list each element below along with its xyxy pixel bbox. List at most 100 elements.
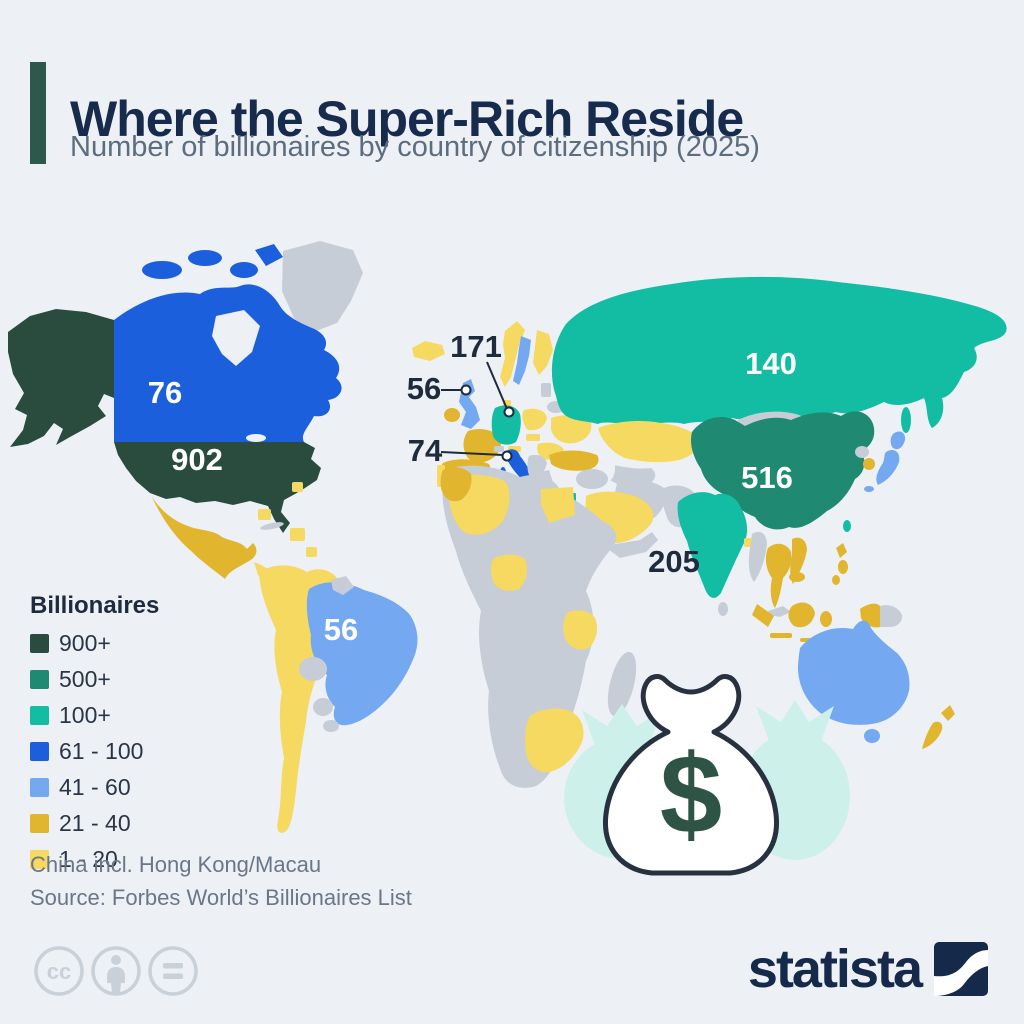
mint-bag-left-knot <box>582 704 662 748</box>
legend-item: 100+ <box>30 702 159 729</box>
map-label-russia: 140 <box>745 346 797 381</box>
callout-line-germany <box>486 361 508 410</box>
map-label-china: 516 <box>741 460 793 495</box>
map-label-brazil: 56 <box>323 612 359 647</box>
country-china <box>691 411 875 530</box>
country-poland <box>522 408 547 431</box>
legend-item: 61 - 100 <box>30 738 159 765</box>
country-japan <box>864 431 906 492</box>
region-balkans <box>527 454 547 481</box>
region-baltics <box>541 383 551 397</box>
country-taiwan <box>843 520 851 532</box>
legend-label: 61 - 100 <box>59 738 144 764</box>
country-ukraine <box>551 415 592 444</box>
region-africa <box>442 465 617 788</box>
page-subtitle: Number of billionaires by country of cit… <box>70 131 760 163</box>
legend-item: 1 - 20 <box>30 846 159 873</box>
country-myanmar <box>748 531 767 582</box>
country-cambodia <box>789 572 805 582</box>
region-guyanas <box>331 576 354 595</box>
country-malaysia <box>768 606 791 617</box>
country-czechia <box>526 434 540 441</box>
map-label-canada: 76 <box>147 375 183 410</box>
country-tanzania <box>563 610 597 650</box>
map-label-uk: 56 <box>406 371 442 406</box>
legend-swatch-900 <box>30 634 49 653</box>
country-philippines <box>832 543 848 585</box>
region-yemen-oman <box>604 532 658 558</box>
country-iceland <box>412 341 445 361</box>
map-label-india: 205 <box>648 544 700 579</box>
country-usa-alaska <box>8 309 114 447</box>
canada-arctic-islands <box>142 244 339 399</box>
region-tasmania <box>864 729 880 743</box>
money-bag <box>603 674 779 876</box>
legend-label: 900+ <box>59 630 111 656</box>
country-australia <box>798 620 910 725</box>
country-canada <box>114 284 342 442</box>
region-sakhalin <box>901 407 911 433</box>
legend-item: 500+ <box>30 666 159 693</box>
country-norway <box>500 321 525 387</box>
country-mexico <box>152 497 257 579</box>
legend-swatch-41-60 <box>30 778 49 797</box>
country-south-korea <box>863 458 875 470</box>
mint-bag-right-knot <box>756 700 834 744</box>
legend-label: 1 - 20 <box>59 846 118 872</box>
callout-line-italy <box>440 451 504 456</box>
country-turkey <box>549 450 599 471</box>
country-switzerland <box>494 446 504 452</box>
legend-heading: Billionaires <box>30 592 160 619</box>
dollar-sign: $ <box>659 731 723 857</box>
callout-marker-uk <box>460 384 472 396</box>
footnote: China incl. Hong Kong/Macau <box>30 852 322 877</box>
title-accent-bar <box>30 62 46 164</box>
country-bangladesh <box>744 538 752 547</box>
legend-label: 41 - 60 <box>59 774 131 800</box>
legend-item: 41 - 60 <box>30 774 159 801</box>
page-title: Where the Super-Rich Reside <box>70 90 744 147</box>
great-lakes <box>246 434 266 442</box>
legend-swatch-61-100 <box>30 742 49 761</box>
legend-swatch-1-20 <box>30 850 49 869</box>
country-greenland <box>282 241 363 333</box>
country-papua-new-guinea <box>880 605 903 627</box>
callout-marker-germany <box>503 406 515 418</box>
legend-label: 100+ <box>59 702 111 728</box>
legend-swatch-100 <box>30 706 49 725</box>
country-usa <box>114 442 321 533</box>
country-thailand <box>765 543 792 608</box>
country-finland <box>533 330 553 375</box>
country-egypt <box>541 487 575 523</box>
country-new-zealand <box>922 705 955 749</box>
country-south-africa <box>525 708 584 773</box>
statista-wordmark: statista <box>747 939 923 999</box>
callout-marker-italy <box>501 450 513 462</box>
country-paraguay <box>313 698 333 716</box>
map-legend: Billionaires 900+ 500+ 100+ 61 - 100 41 … <box>30 592 159 882</box>
country-india <box>677 492 748 598</box>
country-ireland <box>444 408 460 422</box>
country-sweden <box>513 336 531 385</box>
map-label-italy: 74 <box>407 433 443 468</box>
legend-swatch-500 <box>30 670 49 689</box>
country-russia <box>551 276 1007 428</box>
hudson-bay <box>212 310 260 366</box>
legend-item: 900+ <box>30 630 159 657</box>
country-nigeria <box>490 554 527 591</box>
cc-icon: cc <box>34 946 84 996</box>
country-madagascar <box>607 651 637 717</box>
source-line: Source: Forbes World’s Billionaires List <box>30 885 412 910</box>
country-kazakhstan <box>598 420 700 463</box>
region-caribbean <box>258 482 317 557</box>
country-brazil <box>306 582 418 726</box>
cc-license-icons: cc <box>34 946 198 996</box>
svg-text:cc: cc <box>47 959 71 984</box>
country-uruguay <box>323 720 339 732</box>
map-label-germany: 171 <box>450 329 502 364</box>
legend-label: 21 - 40 <box>59 810 131 836</box>
legend-swatch-21-40 <box>30 814 49 833</box>
cc-nd-icon <box>148 946 198 996</box>
statista-logo-mark <box>934 942 988 996</box>
